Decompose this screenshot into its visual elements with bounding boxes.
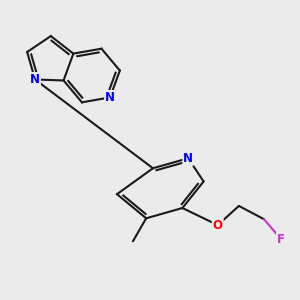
- Text: F: F: [277, 233, 285, 246]
- Text: N: N: [183, 152, 193, 165]
- Text: N: N: [105, 91, 115, 104]
- Text: N: N: [30, 73, 40, 86]
- Text: O: O: [213, 219, 223, 232]
